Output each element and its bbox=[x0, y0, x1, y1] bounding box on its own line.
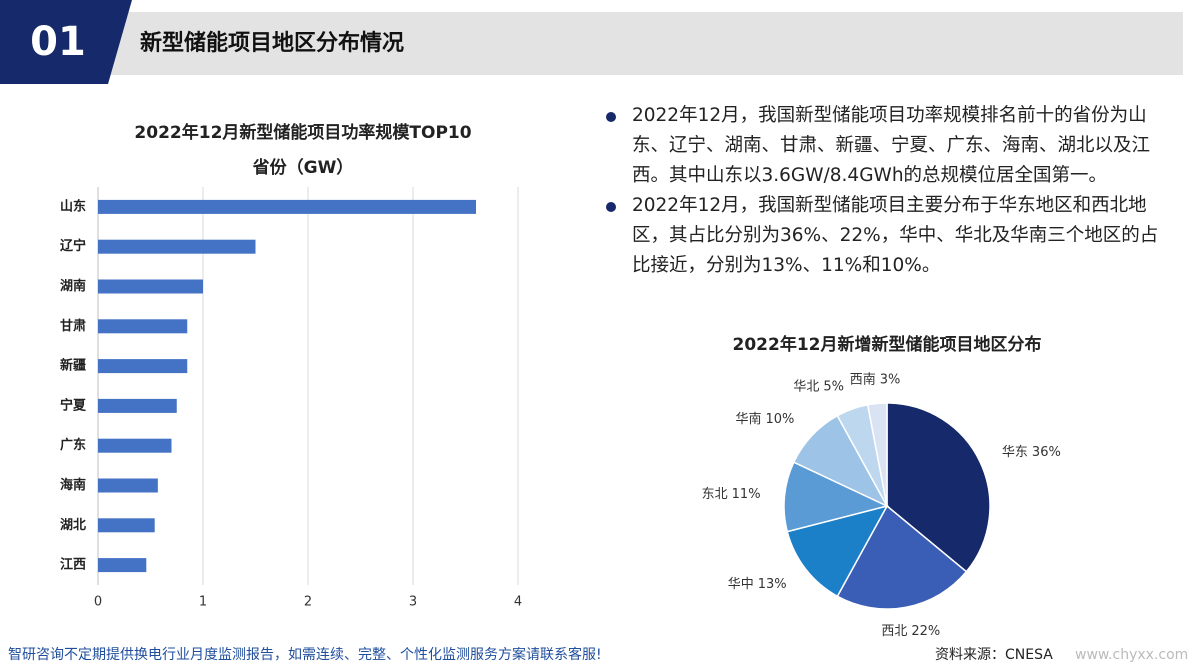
y-tick-label: 辽宁 bbox=[60, 238, 86, 254]
pie-label: 华南 10% bbox=[735, 411, 794, 427]
pie-label-category: 东北 bbox=[702, 487, 728, 502]
footer-note: 智研咨询不定期提供换电行业月度监测报告，如需连续、完整、个性化监测服务方案请联系… bbox=[8, 646, 602, 663]
y-tick-label: 湖南 bbox=[60, 278, 86, 294]
pie-label-category: 华北 bbox=[793, 379, 819, 394]
bar bbox=[98, 319, 188, 334]
pie-label: 华北 5% bbox=[793, 379, 844, 394]
pie-slice bbox=[783, 461, 890, 533]
y-tick-label: 新疆 bbox=[60, 358, 86, 374]
bar bbox=[98, 558, 147, 573]
y-tick-label: 甘肃 bbox=[60, 318, 86, 334]
header-title: 新型储能项目地区分布情况 bbox=[140, 30, 404, 56]
x-tick-label: 2 bbox=[304, 595, 312, 610]
pie-label-category: 西北 bbox=[881, 623, 907, 638]
bar bbox=[98, 239, 256, 254]
y-tick-label: 海南 bbox=[60, 477, 86, 493]
pie-label-value: 3% bbox=[880, 372, 901, 387]
y-tick-label: 湖北 bbox=[60, 518, 86, 533]
bullet-list: 2022年12月，我国新型储能项目功率规模排名前十的省份为山东、辽宁、湖南、甘肃… bbox=[604, 101, 1172, 281]
pie-label-value: 10% bbox=[766, 412, 795, 427]
pie-label: 东北 11% bbox=[702, 487, 761, 502]
header-number: 01 bbox=[30, 19, 86, 65]
pie-label-category: 华南 bbox=[735, 411, 761, 427]
pie-label-value: 11% bbox=[732, 487, 761, 502]
x-tick-label: 1 bbox=[199, 595, 207, 610]
bar bbox=[98, 398, 177, 413]
bar-title: 2022年12月新型储能项目功率规模TOP10 bbox=[134, 122, 471, 143]
y-tick-label: 宁夏 bbox=[60, 397, 87, 413]
bar-subtitle: 省份（GW） bbox=[252, 157, 354, 178]
header-bar bbox=[100, 12, 1183, 75]
pie-label-category: 华中 bbox=[728, 576, 754, 591]
pie-title: 2022年12月新增新型储能项目地区分布 bbox=[733, 334, 1042, 355]
pie-label: 西北 22% bbox=[881, 623, 940, 638]
y-tick-label: 江西 bbox=[60, 557, 86, 573]
pie-label-category: 华东 bbox=[1002, 444, 1028, 459]
pie-label-value: 36% bbox=[1032, 444, 1061, 459]
bar bbox=[98, 478, 158, 493]
y-tick-label: 广东 bbox=[60, 437, 86, 453]
pie-label-value: 22% bbox=[911, 623, 940, 638]
bullet: 2022年12月，我国新型储能项目主要分布于华东地区和西北地区，其占比分别为36… bbox=[604, 191, 1172, 281]
pie-slice bbox=[786, 504, 889, 598]
pie-label-value: 13% bbox=[758, 576, 787, 591]
source: 资料来源：CNESA bbox=[935, 647, 1053, 663]
bar bbox=[98, 279, 203, 294]
header-badge bbox=[0, 0, 132, 84]
pie-slice bbox=[836, 504, 968, 610]
pie-label: 华中 13% bbox=[728, 576, 787, 591]
pie-slice bbox=[866, 402, 888, 507]
bar bbox=[98, 438, 172, 453]
website: www.chyxx.com bbox=[1075, 647, 1188, 663]
bar bbox=[98, 359, 188, 374]
y-tick-label: 山东 bbox=[60, 198, 86, 214]
pie-label-value: 5% bbox=[823, 379, 844, 394]
pie-label: 华东 36% bbox=[1002, 444, 1061, 459]
x-tick-label: 0 bbox=[94, 595, 102, 610]
pie-label: 西南 3% bbox=[850, 371, 901, 387]
x-tick-label: 3 bbox=[409, 595, 417, 610]
pie-label-category: 西南 bbox=[850, 371, 876, 387]
bar bbox=[98, 199, 476, 214]
x-tick-label: 4 bbox=[514, 595, 522, 610]
bar bbox=[98, 518, 155, 533]
bullet: 2022年12月，我国新型储能项目功率规模排名前十的省份为山东、辽宁、湖南、甘肃… bbox=[604, 101, 1172, 191]
pie-slice bbox=[886, 402, 991, 573]
